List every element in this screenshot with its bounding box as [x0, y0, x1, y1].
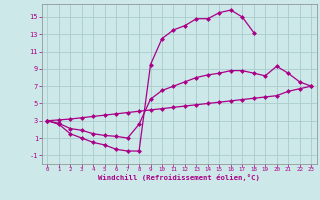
X-axis label: Windchill (Refroidissement éolien,°C): Windchill (Refroidissement éolien,°C): [98, 174, 260, 181]
